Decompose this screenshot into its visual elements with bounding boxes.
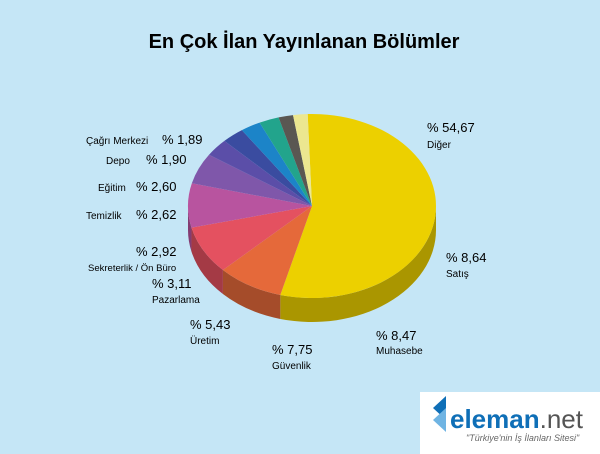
pie-slice-3 [188,183,312,228]
brand-tagline: "Türkiye'nin İş İlanları Sitesi" [466,433,580,443]
pie-top-faces [188,114,436,298]
pie-slice-9 [278,115,312,206]
slice-label-7: Temizlik [86,211,123,222]
slice-percent-3: % 7,75 [272,342,312,357]
pie-slice-5 [209,140,312,206]
brand-box [420,392,600,454]
pie-side-1 [222,270,281,319]
slice-label-3: Güvenlik [272,361,312,372]
slice-label-10: Çağrı Merkezi [86,136,148,147]
brand-name-main: eleman [450,404,540,434]
pie-slice-8 [259,117,312,206]
brand-logo-icon [433,396,446,432]
slice-label-4: Üretim [190,335,219,347]
slice-percent-5: % 3,11 [152,276,192,291]
pie-slice-4 [191,154,312,206]
slice-percent-1: % 8,64 [446,250,486,265]
slice-percent-10: % 1,89 [162,132,202,147]
slice-label-2: Muhasebe [376,346,423,357]
pie-slice-10 [293,114,312,206]
slice-percent-9: % 1,90 [146,152,186,167]
slice-labels: % 54,67 Diğer % 8,64 Satış % 8,47 Muhasebe % 7… [86,120,486,372]
slice-percent-8: % 2,60 [136,179,176,194]
slice-label-9: Depo [106,156,130,167]
slice-percent-4: % 5,43 [190,317,230,332]
chart-title: En Çok İlan Yayınlanan Bölümler [149,30,460,53]
slice-label-6: Sekreterlik / Ön Büro [88,263,176,274]
pie-side-0 [280,206,437,323]
pie-slice-6 [224,130,312,206]
pie-slice-7 [241,122,312,206]
slice-label-8: Eğitim [98,183,126,194]
brand-name-suffix: .net [540,404,584,434]
pie-slice-0 [280,114,436,298]
slice-percent-7: % 2,62 [136,207,176,222]
slice-percent-6: % 2,92 [136,244,176,259]
slice-percent-2: % 8,47 [376,328,416,343]
slice-label-0: Diğer [427,140,452,151]
slice-label-1: Satış [446,269,469,280]
pie-side-2 [191,227,223,295]
pie-side-3 [188,206,192,252]
slice-label-5: Pazarlama [152,295,200,306]
pie-slice-2 [191,206,312,271]
pie-slice-1 [222,206,312,295]
pie-side-walls [188,206,437,323]
slice-percent-0: % 54,67 [427,120,475,135]
brand-name[interactable]: eleman.net [450,404,584,434]
